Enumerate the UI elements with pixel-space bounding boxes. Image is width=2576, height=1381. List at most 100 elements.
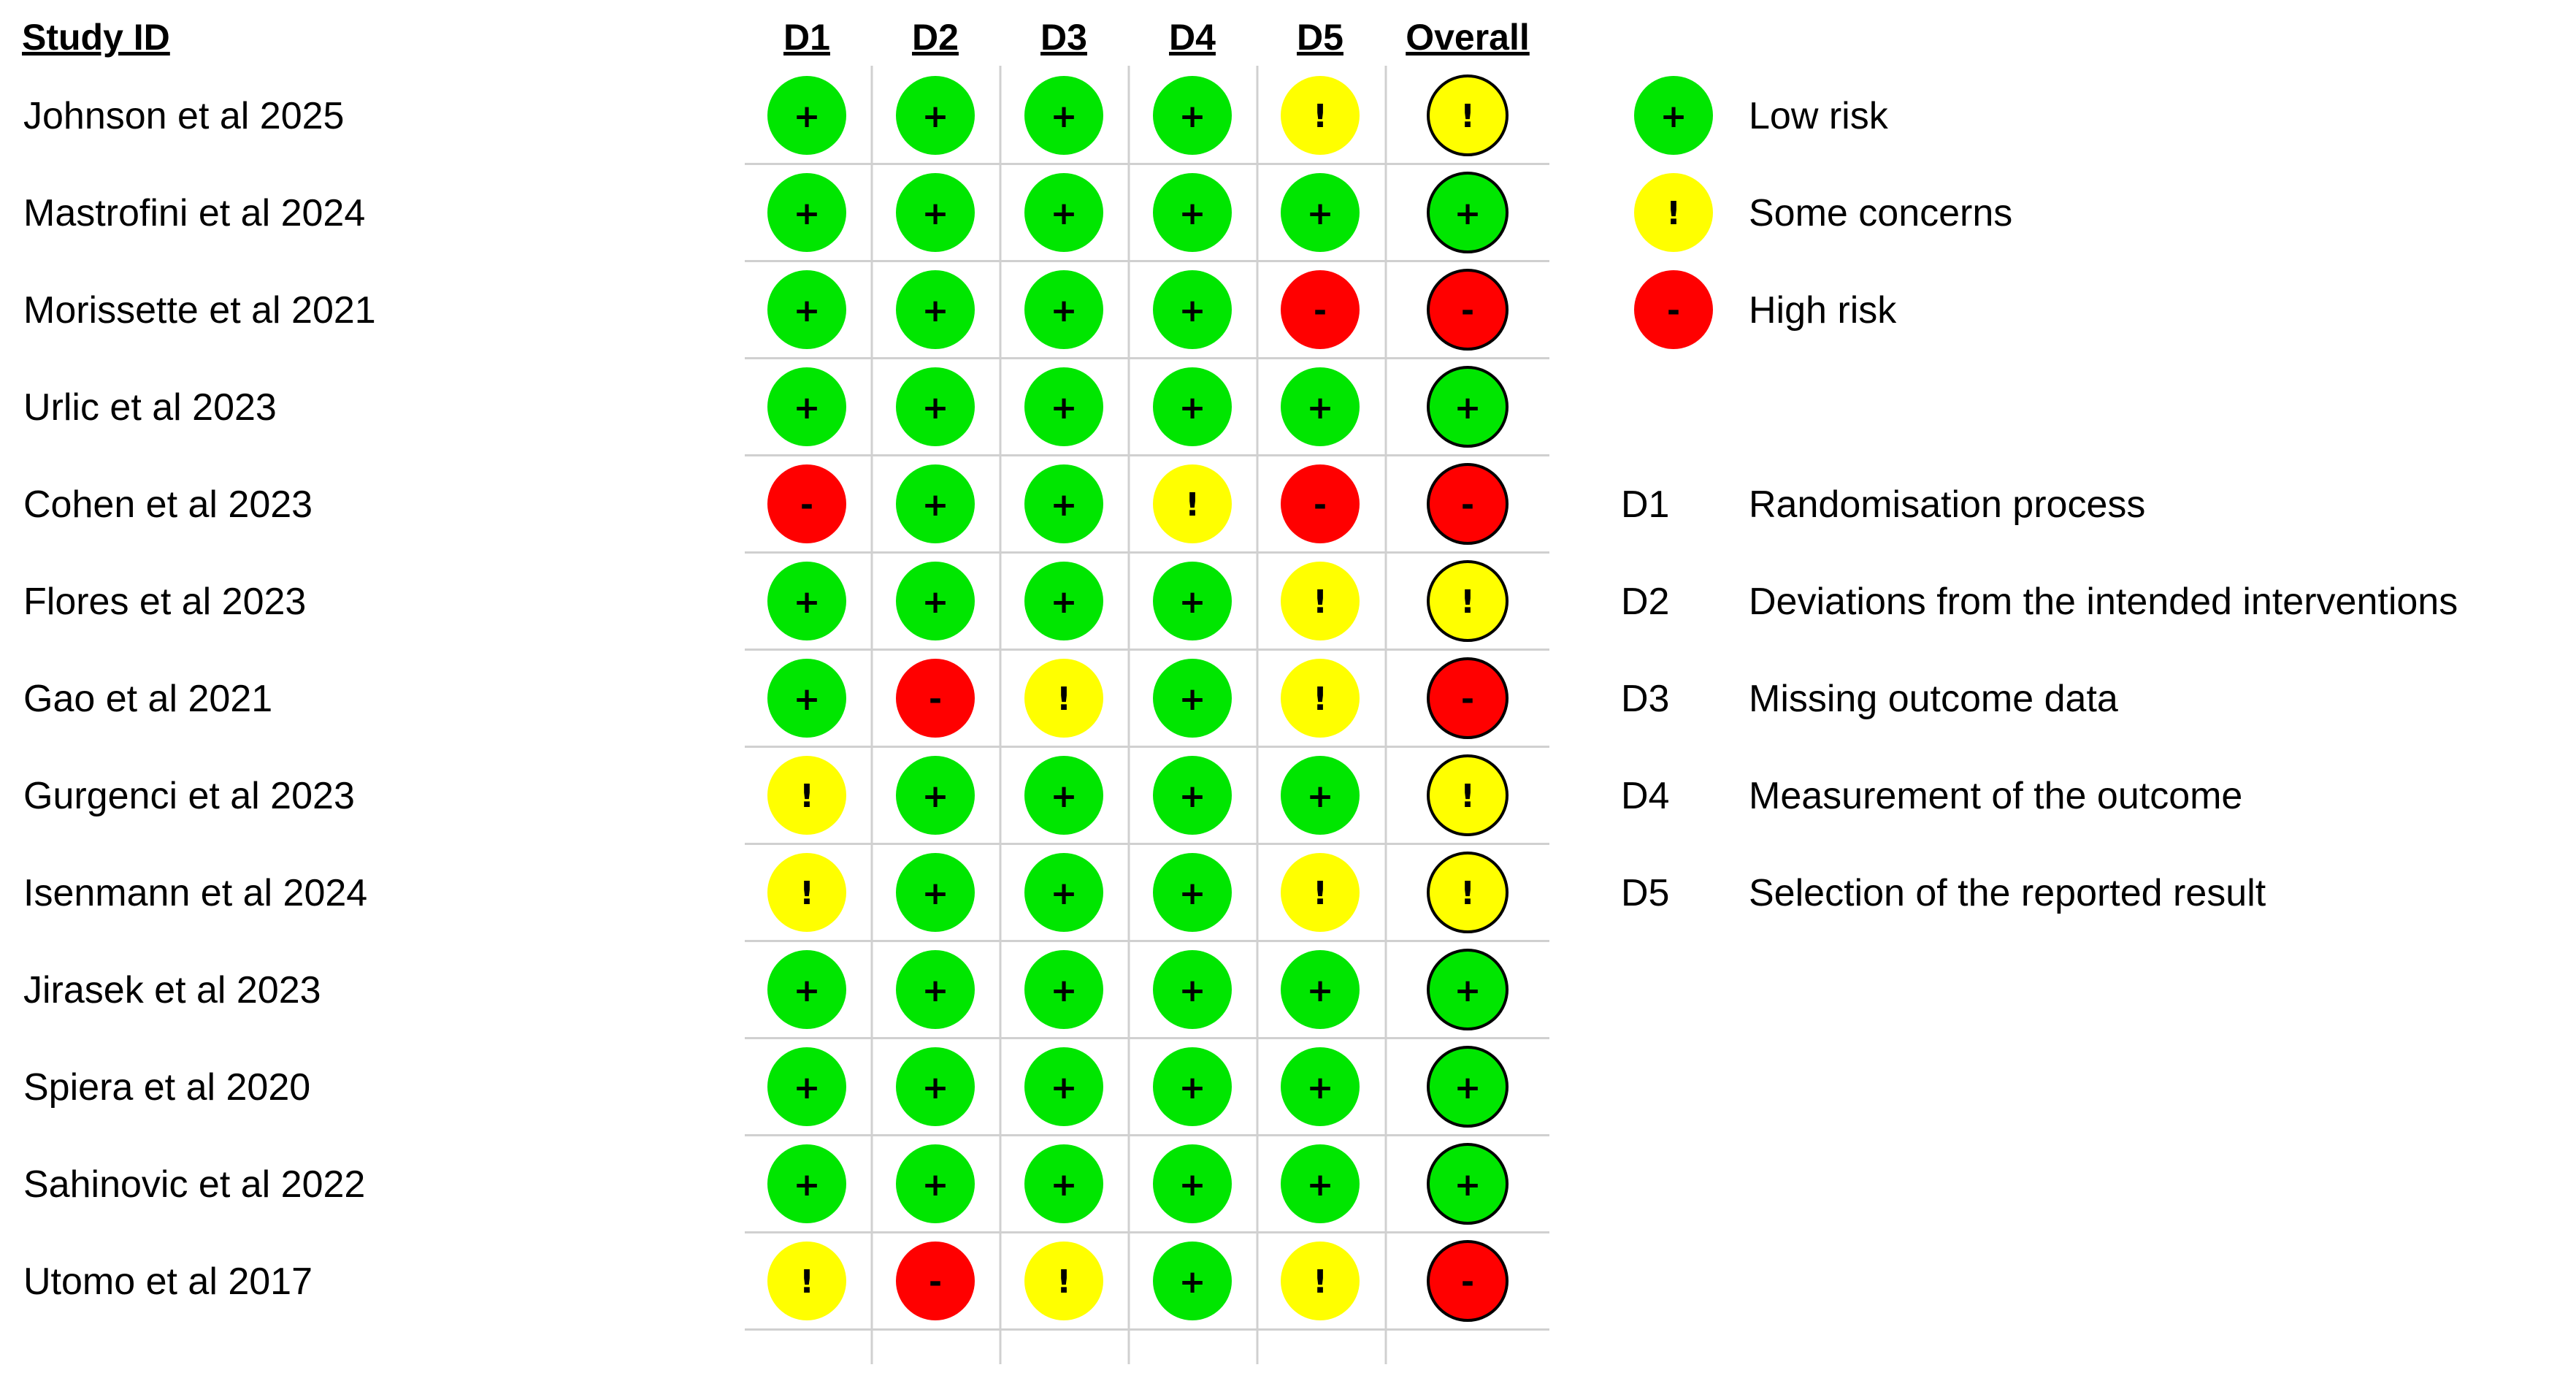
study-row: Gao et al 2021 + -! +! - — [23, 657, 1509, 739]
judgement-d2: + — [896, 173, 975, 252]
judgement-d4: + — [1153, 367, 1232, 446]
judgement-d3-circle — [1024, 659, 1103, 738]
judgement-d4-symbol: + — [1179, 584, 1206, 621]
judgement-overall: - — [1427, 657, 1509, 739]
judgement-d5: + — [1281, 1144, 1360, 1223]
judgement-overall-circle — [1427, 172, 1509, 253]
judgement-d3-symbol: + — [1051, 875, 1078, 912]
domain-key-description: Selection of the reported result — [1749, 872, 2266, 914]
judgement-d2-symbol: - — [929, 681, 942, 718]
judgement-d4-circle — [1153, 76, 1232, 155]
judgement-overall-symbol: + — [1454, 1069, 1481, 1106]
study-row: Urlic et al 2023 + + + + + + — [23, 366, 1509, 448]
judgement-d2-circle — [896, 659, 975, 738]
judgement-d3: + — [1024, 562, 1103, 640]
judgement-d5-symbol: - — [1314, 486, 1327, 524]
legend-swatch-symbol: + — [1660, 98, 1687, 135]
domain-header-d2: D2 — [912, 17, 959, 58]
judgement-d1: + — [767, 76, 846, 155]
judgement-d5: ! — [1281, 562, 1360, 640]
judgement-overall: + — [1427, 949, 1509, 1030]
judgement-d4-symbol: + — [1179, 1263, 1206, 1301]
judgement-d3-symbol: + — [1051, 486, 1078, 524]
judgement-d1: ! — [767, 756, 846, 835]
judgement-d2-circle — [896, 853, 975, 932]
legend-swatch-circle — [1634, 173, 1713, 252]
judgement-d3-symbol: + — [1051, 292, 1078, 329]
judgement-d2: + — [896, 853, 975, 932]
domain-key-item: D4 Measurement of the outcome — [1621, 775, 2242, 817]
judgement-d2-symbol: + — [922, 98, 949, 135]
judgement-d5: + — [1281, 367, 1360, 446]
judgement-d5-symbol: ! — [1313, 98, 1327, 135]
judgement-overall-symbol: ! — [1460, 875, 1475, 912]
judgement-d3-symbol: + — [1051, 1166, 1078, 1204]
judgement-d5-symbol: + — [1307, 1166, 1334, 1204]
study-row: Utomo et al 2017! -! +! - — [23, 1240, 1509, 1322]
judgement-d1: ! — [767, 853, 846, 932]
domain-key: D1 Randomisation process D2 Deviations from… — [1621, 483, 2458, 914]
domain-key-code: D1 — [1621, 483, 1669, 526]
judgement-overall-circle — [1427, 754, 1509, 836]
judgement-d2: + — [896, 464, 975, 543]
study-id-header: Study ID — [22, 17, 170, 58]
study-row: Mastrofini et al 2024 + + + + + + — [23, 172, 1509, 253]
judgement-d4-symbol: + — [1179, 681, 1206, 718]
judgement-d5: + — [1281, 756, 1360, 835]
judgement-overall: ! — [1427, 560, 1509, 642]
domain-key-description: Randomisation process — [1749, 483, 2145, 526]
judgement-d1-symbol: + — [794, 681, 821, 718]
judgement-d4-symbol: + — [1179, 98, 1206, 135]
judgement-d1-symbol: + — [794, 195, 821, 232]
judgement-d4-circle — [1153, 756, 1232, 835]
judgement-overall: - — [1427, 1240, 1509, 1322]
judgement-d5-circle — [1281, 367, 1360, 446]
judgement-d2: + — [896, 950, 975, 1029]
study-name: Gurgenci et al 2023 — [23, 775, 355, 817]
judgement-d2-circle — [896, 950, 975, 1029]
judgement-d3-symbol: + — [1051, 389, 1078, 426]
judgement-d2-symbol: + — [922, 389, 949, 426]
study-row: Flores et al 2023 + + + +!! — [23, 560, 1509, 642]
judgement-d3: + — [1024, 853, 1103, 932]
judgement-d3: ! — [1024, 659, 1103, 738]
judgement-d3-circle — [1024, 173, 1103, 252]
domain-key-code: D5 — [1621, 872, 1669, 914]
judgement-d2-symbol: + — [922, 584, 949, 621]
judgement-d3: ! — [1024, 1242, 1103, 1320]
judgement-d4-symbol: + — [1179, 389, 1206, 426]
judgement-d3: + — [1024, 270, 1103, 349]
judgement-d1-circle — [767, 76, 846, 155]
judgement-d2-symbol: + — [922, 875, 949, 912]
judgement-d4-circle — [1153, 464, 1232, 543]
judgement-overall-symbol: ! — [1460, 98, 1475, 135]
judgement-d4: + — [1153, 1144, 1232, 1223]
study-row: Cohen et al 2023 - + +! - - — [23, 463, 1509, 545]
study-rows: Johnson et al 2025 + + + +! ! Mastrofini et al… — [23, 74, 1509, 1322]
study-name: Urlic et al 2023 — [23, 386, 277, 429]
judgement-d3-circle — [1024, 853, 1103, 932]
judgement-overall-circle — [1427, 366, 1509, 448]
judgement-d1-circle — [767, 950, 846, 1029]
judgement-d2-circle — [896, 367, 975, 446]
judgement-d1-circle — [767, 659, 846, 738]
judgement-d2: + — [896, 270, 975, 349]
study-row: Spiera et al 2020 + + + + + + — [23, 1046, 1509, 1128]
judgement-d3-circle — [1024, 76, 1103, 155]
judgement-d2: - — [896, 1242, 975, 1320]
judgement-d1-symbol: + — [794, 584, 821, 621]
judgement-d4-circle — [1153, 562, 1232, 640]
judgement-d3: + — [1024, 950, 1103, 1029]
study-row: Sahinovic et al 2022 + + + + + + — [23, 1143, 1509, 1225]
judgement-d1-circle — [767, 1047, 846, 1126]
judgement-d5-circle — [1281, 1242, 1360, 1320]
judgement-overall-symbol: - — [1461, 486, 1474, 524]
judgement-d1: + — [767, 1144, 846, 1223]
judgement-d2-circle — [896, 76, 975, 155]
judgement-d4-circle — [1153, 659, 1232, 738]
judgement-d1-circle — [767, 367, 846, 446]
legend-swatch: ! — [1634, 173, 1713, 252]
judgement-d5-circle — [1281, 562, 1360, 640]
judgement-overall-circle — [1427, 852, 1509, 933]
judgement-overall-symbol: + — [1454, 972, 1481, 1009]
